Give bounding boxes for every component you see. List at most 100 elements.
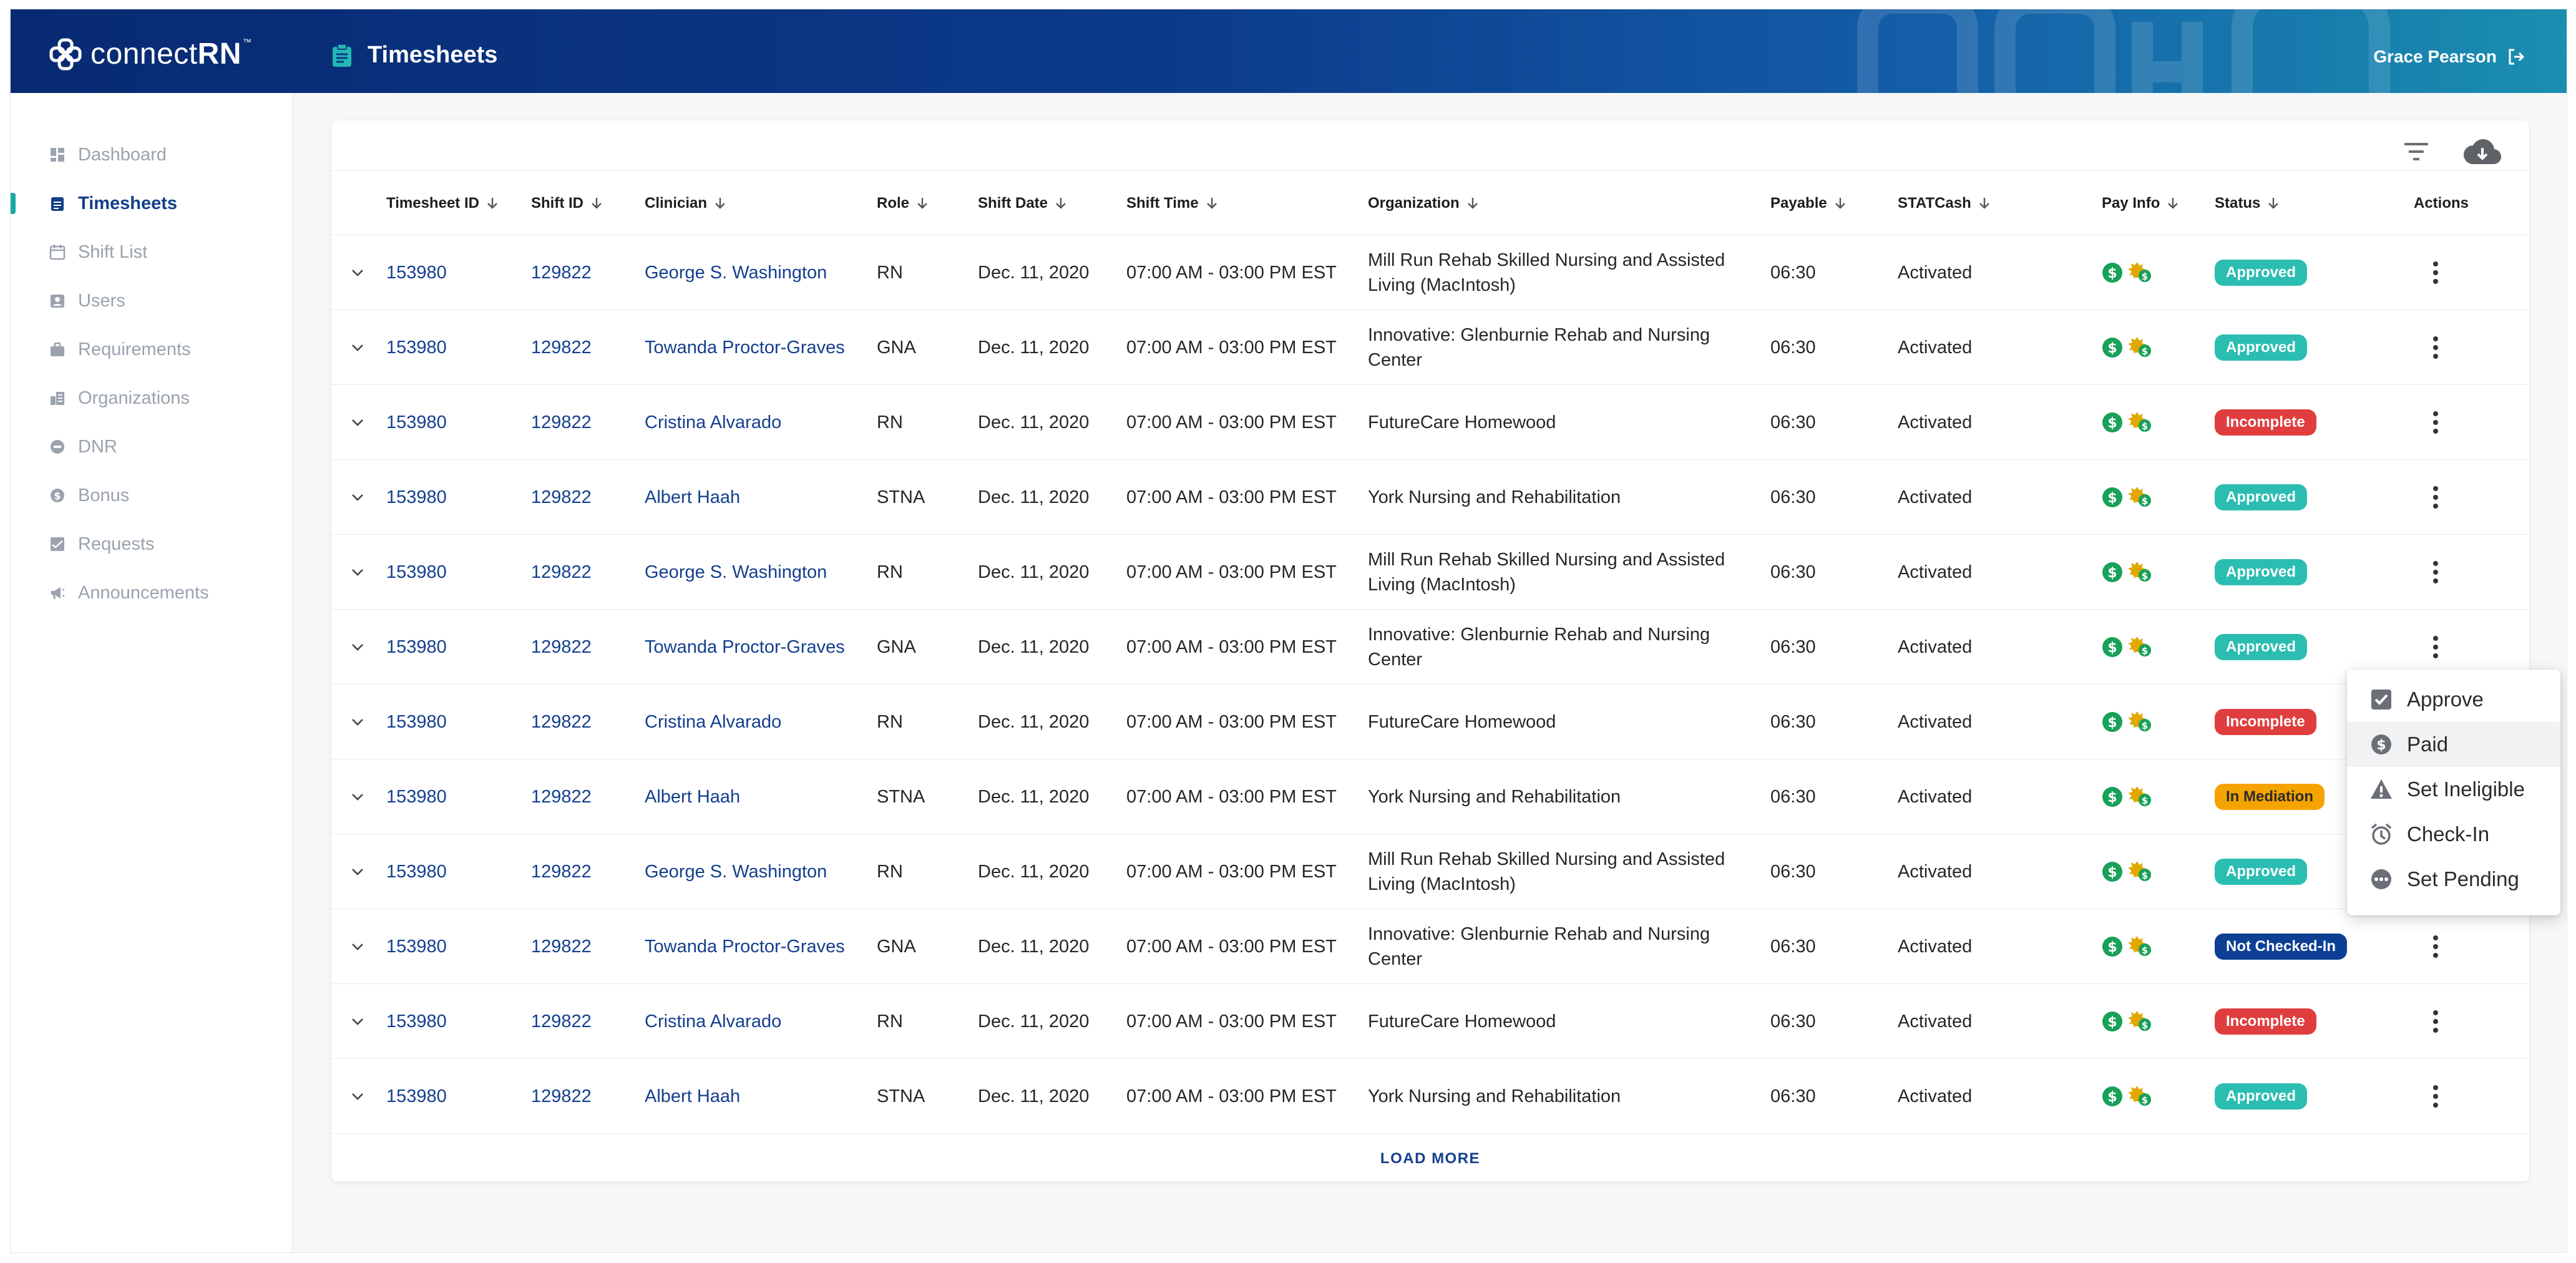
table-row[interactable]: 153980 129822 George S. Washington RN Dec. 1… — [331, 235, 2529, 310]
row-actions-button[interactable] — [2422, 385, 2449, 460]
menu-item-set-pending[interactable]: Set Pending — [2347, 857, 2560, 902]
filter-icon[interactable] — [2402, 139, 2431, 164]
clinician-link[interactable]: George S. Washington — [645, 862, 827, 882]
logout-icon[interactable] — [2507, 47, 2525, 66]
sidebar-item-users[interactable]: Users — [11, 276, 292, 325]
sort-arrow-down-icon[interactable] — [1978, 197, 1991, 210]
column-header-timesheet-id[interactable]: Timesheet ID — [386, 171, 499, 236]
shift-id-link[interactable]: 129822 — [531, 712, 592, 732]
row-actions-button[interactable] — [2422, 460, 2449, 535]
statcash-burst-icon[interactable]: $ — [2128, 1086, 2153, 1107]
sort-arrow-down-icon[interactable] — [713, 197, 727, 210]
sidebar-item-dashboard[interactable]: Dashboard — [11, 130, 292, 179]
statcash-burst-icon[interactable]: $ — [2128, 487, 2153, 508]
sort-arrow-down-icon[interactable] — [915, 197, 929, 210]
expand-row-button[interactable] — [345, 834, 370, 909]
dollar-circle-icon[interactable]: $ — [2102, 1011, 2123, 1032]
row-actions-button[interactable] — [2422, 310, 2449, 385]
sidebar-item-organizations[interactable]: Organizations — [11, 374, 292, 422]
row-actions-button[interactable] — [2422, 628, 2449, 666]
menu-item-check-in[interactable]: Check-In — [2347, 812, 2560, 857]
statcash-burst-icon[interactable]: $ — [2128, 636, 2153, 658]
statcash-burst-icon[interactable]: $ — [2128, 711, 2153, 733]
dollar-circle-icon[interactable]: $ — [2102, 412, 2123, 433]
table-row[interactable]: 153980 129822 Cristina Alvarado RN Dec. 11, … — [331, 385, 2529, 460]
shift-id-link[interactable]: 129822 — [531, 338, 592, 358]
row-actions-button[interactable] — [2422, 984, 2449, 1059]
expand-row-button[interactable] — [345, 310, 370, 385]
timesheet-id-link[interactable]: 153980 — [386, 937, 447, 957]
statcash-burst-icon[interactable]: $ — [2128, 262, 2153, 283]
statcash-burst-icon[interactable]: $ — [2128, 936, 2153, 957]
column-header-pay-info[interactable]: Pay Info — [2102, 171, 2180, 236]
shift-id-link[interactable]: 129822 — [531, 487, 592, 507]
expand-row-button[interactable] — [345, 385, 370, 460]
timesheet-id-link[interactable]: 153980 — [386, 562, 447, 582]
row-actions-button[interactable] — [2422, 535, 2449, 610]
row-actions-button[interactable] — [2422, 235, 2449, 310]
shift-id-link[interactable]: 129822 — [531, 1086, 592, 1106]
brand-logo[interactable]: connectRN ™ — [49, 37, 251, 71]
table-row[interactable]: 153980 129822 Cristina Alvarado RN Dec. 11, … — [331, 685, 2529, 759]
table-row[interactable]: 153980 129822 Albert Haah STNA Dec. 11, 2020… — [331, 759, 2529, 834]
expand-row-button[interactable] — [345, 1059, 370, 1134]
timesheet-id-link[interactable]: 153980 — [386, 787, 447, 807]
shift-id-link[interactable]: 129822 — [531, 562, 592, 582]
clinician-link[interactable]: Albert Haah — [645, 787, 741, 807]
dollar-circle-icon[interactable]: $ — [2102, 337, 2123, 358]
sidebar-item-requirements[interactable]: Requirements — [11, 325, 292, 374]
timesheet-id-link[interactable]: 153980 — [386, 1086, 447, 1106]
column-header-shift-date[interactable]: Shift Date — [978, 171, 1068, 236]
user-menu[interactable]: Grace Pearson — [2373, 47, 2525, 67]
sidebar-item-announcements[interactable]: Announcements — [11, 568, 292, 617]
sidebar-item-shift-list[interactable]: Shift List — [11, 228, 292, 276]
clinician-link[interactable]: George S. Washington — [645, 562, 827, 582]
sort-arrow-down-icon[interactable] — [1205, 197, 1219, 210]
row-actions-button[interactable] — [2422, 1059, 2449, 1134]
sort-arrow-down-icon[interactable] — [1054, 197, 1068, 210]
expand-row-button[interactable] — [345, 610, 370, 685]
clinician-link[interactable]: Towanda Proctor-Graves — [645, 338, 845, 358]
dollar-circle-icon[interactable]: $ — [2102, 1086, 2123, 1107]
dollar-circle-icon[interactable]: $ — [2102, 487, 2123, 508]
table-row[interactable]: 153980 129822 George S. Washington RN Dec. 1… — [331, 834, 2529, 909]
clinician-link[interactable]: George S. Washington — [645, 263, 827, 283]
load-more-button[interactable]: LOAD MORE — [1380, 1150, 1481, 1167]
table-row[interactable]: 153980 129822 Cristina Alvarado RN Dec. 11, … — [331, 984, 2529, 1059]
clinician-link[interactable]: Towanda Proctor-Graves — [645, 937, 845, 957]
dollar-circle-icon[interactable]: $ — [2102, 636, 2123, 658]
shift-id-link[interactable]: 129822 — [531, 263, 592, 283]
statcash-burst-icon[interactable]: $ — [2128, 1011, 2153, 1032]
statcash-burst-icon[interactable]: $ — [2128, 337, 2153, 358]
sidebar-item-dnr[interactable]: DNR — [11, 422, 292, 471]
timesheet-id-link[interactable]: 153980 — [386, 487, 447, 507]
dollar-circle-icon[interactable]: $ — [2102, 786, 2123, 807]
expand-row-button[interactable] — [345, 984, 370, 1059]
shift-id-link[interactable]: 129822 — [531, 1012, 592, 1031]
table-row[interactable]: 153980 129822 Towanda Proctor-Graves GNA Dec… — [331, 909, 2529, 984]
clinician-link[interactable]: Albert Haah — [645, 1086, 741, 1106]
shift-id-link[interactable]: 129822 — [531, 937, 592, 957]
table-row[interactable]: 153980 129822 Albert Haah STNA Dec. 11, 2020… — [331, 1059, 2529, 1134]
shift-id-link[interactable]: 129822 — [531, 637, 592, 657]
column-header-clinician[interactable]: Clinician — [645, 171, 727, 236]
dollar-circle-icon[interactable]: $ — [2102, 861, 2123, 882]
timesheet-id-link[interactable]: 153980 — [386, 1012, 447, 1031]
column-header-organization[interactable]: Organization — [1368, 171, 1480, 236]
expand-row-button[interactable] — [345, 535, 370, 610]
sidebar-item-bonus[interactable]: $ Bonus — [11, 471, 292, 520]
clinician-link[interactable]: Cristina Alvarado — [645, 1012, 782, 1031]
shift-id-link[interactable]: 129822 — [531, 862, 592, 882]
column-header-shift-time[interactable]: Shift Time — [1126, 171, 1219, 236]
statcash-burst-icon[interactable]: $ — [2128, 562, 2153, 583]
dollar-circle-icon[interactable]: $ — [2102, 711, 2123, 733]
table-row[interactable]: 153980 129822 Albert Haah STNA Dec. 11, 2020… — [331, 460, 2529, 535]
timesheet-id-link[interactable]: 153980 — [386, 712, 447, 732]
sort-arrow-down-icon[interactable] — [590, 197, 603, 210]
statcash-burst-icon[interactable]: $ — [2128, 412, 2153, 433]
timesheet-id-link[interactable]: 153980 — [386, 338, 447, 358]
clinician-link[interactable]: Albert Haah — [645, 487, 741, 507]
shift-id-link[interactable]: 129822 — [531, 787, 592, 807]
sort-arrow-down-icon[interactable] — [1466, 197, 1480, 210]
timesheet-id-link[interactable]: 153980 — [386, 412, 447, 432]
